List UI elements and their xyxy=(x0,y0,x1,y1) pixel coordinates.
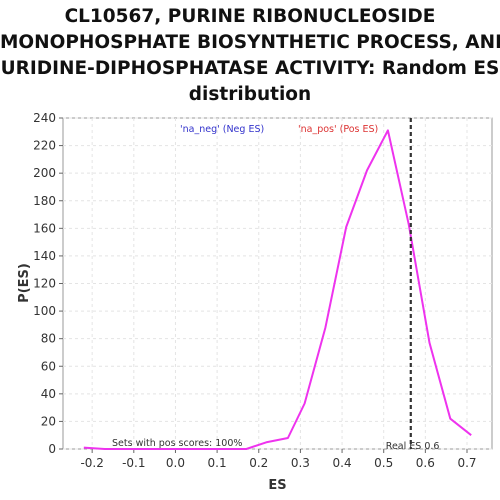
y-tick-label: 160 xyxy=(33,221,56,235)
plot-area xyxy=(62,117,493,450)
chart-title-line-1: CL10567, PURINE RIBONUCLEOSIDE xyxy=(64,6,436,27)
x-tick-label: 0.4 xyxy=(333,456,352,470)
chart-title-line-2: MONOPHOSPHATE BIOSYNTHETIC PROCESS, AND xyxy=(0,32,500,53)
y-tick-label: 20 xyxy=(41,414,56,428)
chart-title-line-4: distribution xyxy=(188,84,312,105)
y-tick-label: 120 xyxy=(33,277,56,291)
y-tick-label: 180 xyxy=(33,194,56,208)
series-line xyxy=(83,129,472,450)
y-axis-ticks: 0 20 40 60 80 100 120 140 160 180 200 220 240 xyxy=(33,111,63,456)
y-tick-label: 40 xyxy=(41,387,56,401)
x-axis-ticks: -0.2 -0.1 0.0 0.1 0.2 0.3 0.4 0.5 0.6 0.7 xyxy=(80,449,477,470)
y-tick-label: 100 xyxy=(33,304,56,318)
y-tick-label: 0 xyxy=(48,442,56,456)
y-tick-label: 60 xyxy=(41,359,56,373)
overlay-group: 'na_neg' (Neg ES) 'na_pos' (Pos ES) Sets w… xyxy=(112,118,439,452)
y-tick-label: 80 xyxy=(41,332,56,346)
x-tick-label: 0.1 xyxy=(208,456,227,470)
y-tick-label: 220 xyxy=(33,139,56,153)
x-tick-label: 0.3 xyxy=(291,456,310,470)
x-tick-label: 0.5 xyxy=(374,456,393,470)
chart-title: CL10567, PURINE RIBONUCLEOSIDE MONOPHOSP… xyxy=(0,4,500,108)
y-tick-label: 200 xyxy=(33,166,56,180)
x-axis-label: ES xyxy=(268,478,286,493)
chart-title-line-3: URIDINE-DIPHOSPHATASE ACTIVITY: Random E… xyxy=(0,58,500,79)
real-es-label: Real ES 0.6 xyxy=(386,441,440,452)
grid xyxy=(63,117,492,450)
x-tick-label: 0.2 xyxy=(249,456,268,470)
y-axis-label: P(ES) xyxy=(17,263,32,303)
series-group xyxy=(83,129,472,450)
legend-neg-label: 'na_neg' (Neg ES) xyxy=(180,124,264,135)
x-tick-label: 0.7 xyxy=(457,456,476,470)
y-tick-label: 140 xyxy=(33,249,56,263)
x-tick-label: -0.2 xyxy=(80,456,103,470)
x-tick-label: 0.6 xyxy=(416,456,435,470)
legend-pos-label: 'na_pos' (Pos ES) xyxy=(298,124,378,135)
y-tick-label: 240 xyxy=(33,111,56,125)
x-tick-label: 0.0 xyxy=(166,456,185,470)
x-tick-label: -0.1 xyxy=(122,456,145,470)
pos-scores-annotation: Sets with pos scores: 100% xyxy=(112,438,242,449)
